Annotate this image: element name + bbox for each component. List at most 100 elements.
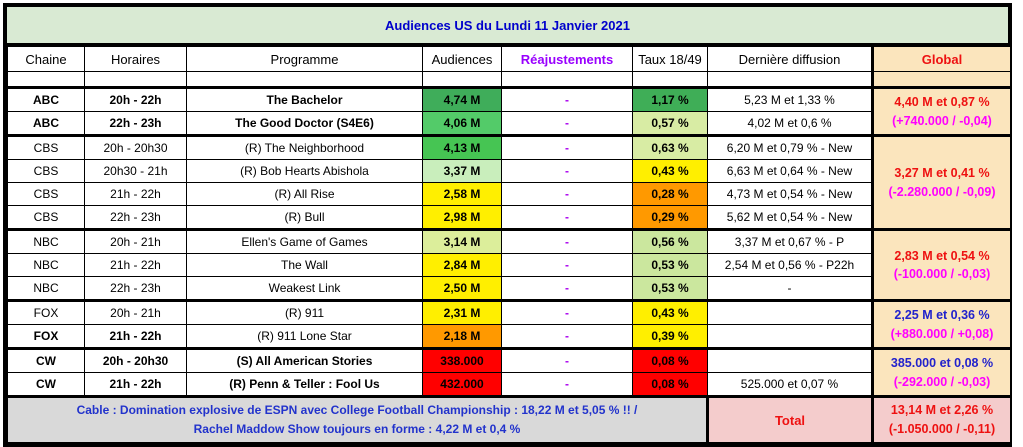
derniere-diffusion-cell: 6,20 M et 0,79 % - New (707, 134, 873, 160)
total-label-cell: Total (706, 395, 874, 443)
chaine-cell: ABC (7, 86, 85, 112)
table-row: ABC 20h - 22h The Bachelor 4,74 M -1,17 % 5,2… (7, 86, 1011, 136)
reajustement-cell: - (501, 134, 633, 160)
taux-cell: 0,53 % (632, 253, 708, 277)
programme-cell: (R) Penn & Teller : Fool Us (186, 372, 423, 397)
taux-cell: 0,39 % (632, 324, 708, 349)
reajustement-cell: - (501, 324, 633, 349)
column-header-taux: Taux 18/49 (632, 46, 708, 72)
cable-note-cell: Cable : Domination explosive de ESPN ave… (7, 395, 708, 443)
programme-cell: (R) The Neighborhood (186, 134, 423, 160)
audience-cell: 2,18 M (422, 324, 502, 349)
header-row: Chaine Horaires Programme Audiences Réaj… (7, 46, 1011, 72)
chaine-cell: FOX (7, 299, 85, 325)
audience-cell: 432.000 (422, 372, 502, 397)
global-change-line: (-2.280.000 / -0,09) (888, 184, 996, 199)
global-value-line: 385.000 et 0,08 % (890, 356, 994, 371)
audience-cell: 3,37 M (422, 159, 502, 183)
chaine-cell: CBS (7, 182, 85, 206)
derniere-diffusion-cell: - (707, 276, 873, 301)
derniere-diffusion-cell (707, 324, 873, 349)
reajustement-cell: - (501, 86, 633, 112)
audience-table-sheet: Audiences US du Lundi 11 Janvier 2021 Ch… (3, 3, 1012, 447)
table-row: CBS 20h - 20h30 (R) The Neighborhood 4,13 M… (7, 134, 1011, 230)
taux-cell: 0,56 % (632, 228, 708, 254)
reajustement-cell: - (501, 347, 633, 373)
global-change-line: (+740.000 / -0,04) (892, 113, 992, 128)
programme-cell: Ellen's Game of Games (186, 228, 423, 254)
audience-cell: 2,50 M (422, 276, 502, 301)
global-change-line: (-100.000 / -0,03) (893, 267, 991, 281)
column-header-horaires: Horaires (84, 46, 187, 72)
reajustement-cell: - (501, 182, 633, 206)
programme-cell: The Wall (186, 253, 423, 277)
page-title: Audiences US du Lundi 11 Janvier 2021 (7, 7, 1008, 46)
global-value-line: 4,40 M et 0,87 % (894, 95, 990, 110)
reajustement-cell: - (501, 111, 633, 136)
derniere-diffusion-cell (707, 299, 873, 325)
footer-row: Cable : Domination explosive de ESPN ave… (7, 395, 1011, 443)
audience-cell: 4,13 M (422, 134, 502, 160)
derniere-diffusion-cell: 4,73 M et 0,54 % - New (707, 182, 873, 206)
global-group-cell: 385.000 et 0,08 % (-292.000 / -0,03) (871, 347, 1011, 397)
horaires-cell: 21h - 22h (84, 253, 187, 277)
global-value-line: 2,83 M et 0,54 % (894, 248, 990, 263)
horaires-cell: 22h - 23h (84, 276, 187, 301)
table-row: FOX 21h - 22h (R) 911 Lone Star 2,18 M -0,39… (7, 324, 1011, 349)
taux-cell: 0,28 % (632, 182, 708, 206)
programme-cell: (R) All Rise (186, 182, 423, 206)
derniere-diffusion-cell: 5,23 M et 1,33 % (707, 86, 873, 112)
programme-cell: (R) 911 Lone Star (186, 324, 423, 349)
audience-table: Chaine Horaires Programme Audiences Réaj… (7, 46, 1011, 443)
horaires-cell: 20h - 22h (84, 86, 187, 112)
table-row: ABC 22h - 23h The Good Doctor (S4E6) 4,06 M… (7, 111, 1011, 136)
chaine-cell: NBC (7, 228, 85, 254)
table-row: CBS 22h - 23h (R) Bull 2,98 M -0,29 % 5,62 M … (7, 205, 1011, 230)
audience-cell: 338.000 (422, 347, 502, 373)
chaine-cell: NBC (7, 253, 85, 277)
programme-cell: The Bachelor (186, 86, 423, 112)
programme-cell: (S) All American Stories (186, 347, 423, 373)
taux-cell: 0,08 % (632, 347, 708, 373)
table-row: CBS 20h30 - 21h (R) Bob Hearts Abishola 3,3… (7, 159, 1011, 183)
derniere-diffusion-cell: 5,62 M et 0,54 % - New (707, 205, 873, 230)
global-value-line: 3,27 M et 0,41 % (894, 166, 990, 181)
horaires-cell: 21h - 22h (84, 372, 187, 397)
horaires-cell: 20h - 20h30 (84, 134, 187, 160)
derniere-diffusion-cell: 6,63 M et 0,64 % - New (707, 159, 873, 183)
programme-cell: (R) 911 (186, 299, 423, 325)
derniere-diffusion-cell: 4,02 M et 0,6 % (707, 111, 873, 136)
table-row: CW 20h - 20h30 (S) All American Stories 338… (7, 347, 1011, 397)
global-change-line: (+880.000 / +0,08) (890, 326, 994, 341)
reajustement-cell: - (501, 276, 633, 301)
audience-cell: 2,98 M (422, 205, 502, 230)
horaires-cell: 20h - 20h30 (84, 347, 187, 373)
table-row: CBS 21h - 22h (R) All Rise 2,58 M -0,28 % 4,7… (7, 182, 1011, 206)
programme-cell: (R) Bull (186, 205, 423, 230)
reajustement-cell: - (501, 372, 633, 397)
horaires-cell: 20h - 21h (84, 228, 187, 254)
chaine-cell: CBS (7, 205, 85, 230)
total-values-cell: 13,14 M et 2,26 % (-1.050.000 / -0,11) (872, 395, 1011, 443)
reajustement-cell: - (501, 159, 633, 183)
table-row: NBC 20h - 21h Ellen's Game of Games 3,14 M-… (7, 228, 1011, 301)
column-header-audiences: Audiences (422, 46, 502, 72)
chaine-cell: CW (7, 372, 85, 397)
column-header-derniere-diffusion: Dernière diffusion (707, 46, 873, 72)
global-group-cell: 3,27 M et 0,41 % (-2.280.000 / -0,09) (871, 134, 1011, 230)
programme-cell: Weakest Link (186, 276, 423, 301)
taux-cell: 0,43 % (632, 299, 708, 325)
global-group-cell: 2,25 M et 0,36 % (+880.000 / +0,08) (871, 299, 1011, 349)
taux-cell: 0,57 % (632, 111, 708, 136)
chaine-cell: ABC (7, 111, 85, 136)
taux-cell: 0,63 % (632, 134, 708, 160)
taux-cell: 0,29 % (632, 205, 708, 230)
global-value-line: 2,25 M et 0,36 % (894, 308, 990, 323)
chaine-cell: NBC (7, 276, 85, 301)
chaine-cell: CBS (7, 159, 85, 183)
audience-cell: 3,14 M (422, 228, 502, 254)
reajustement-cell: - (501, 205, 633, 230)
derniere-diffusion-cell: 3,37 M et 0,67 % - P (707, 228, 873, 254)
taux-cell: 1,17 % (632, 86, 708, 112)
audience-cell: 4,74 M (422, 86, 502, 112)
